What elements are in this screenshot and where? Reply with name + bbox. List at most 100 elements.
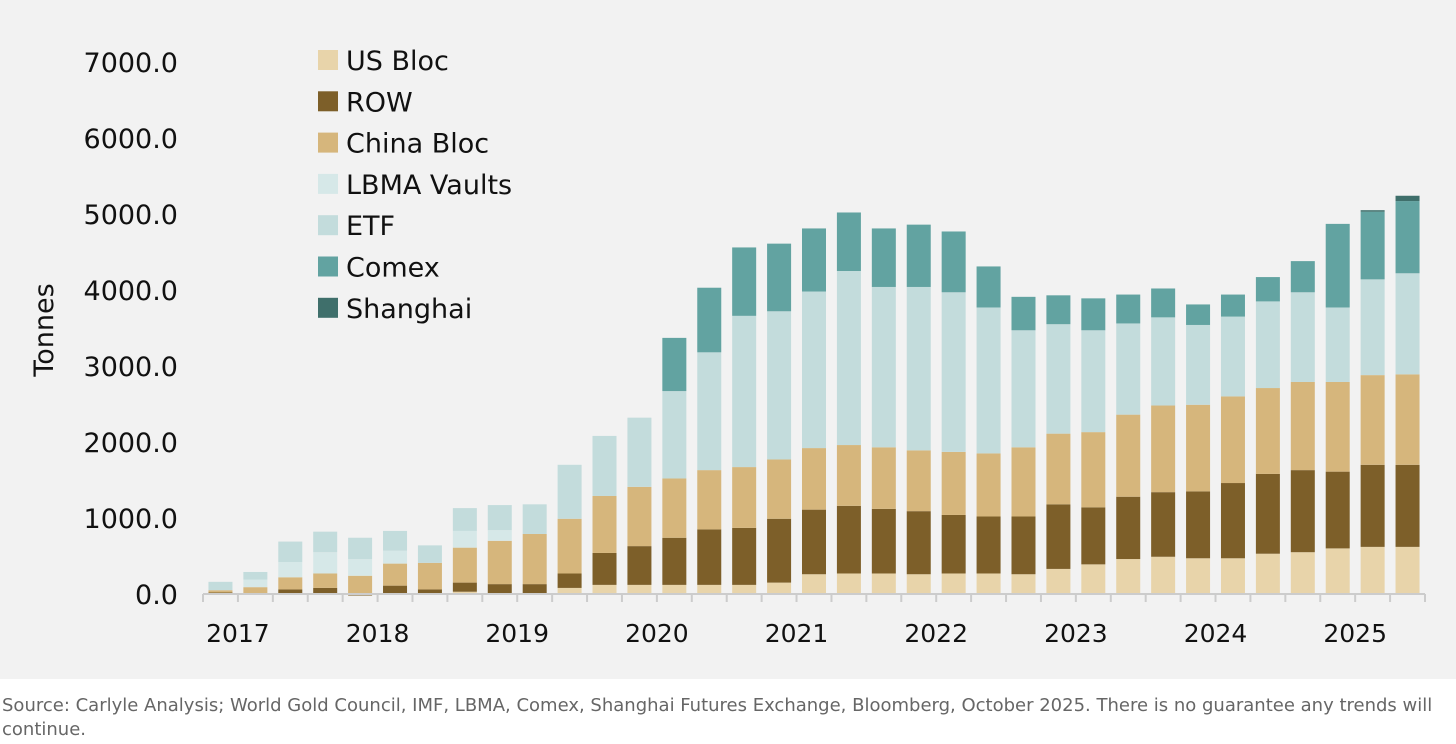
bar-segment-china-bloc (348, 575, 373, 594)
bar-segment-china-bloc (1011, 447, 1036, 517)
legend-label: ROW (346, 87, 413, 118)
bar-segment-lbma-vaults (452, 530, 477, 548)
bar-segment-comex (906, 224, 931, 287)
bar-segment-comex (1116, 294, 1141, 324)
bar-segment-lbma-vaults (313, 552, 338, 574)
bar-segment-etf (802, 291, 826, 449)
bar-segment-shanghai (1395, 195, 1420, 202)
bar-segment-lbma-vaults (383, 550, 408, 564)
bar-segment-comex (1325, 223, 1350, 308)
bar-segment-comex (1290, 261, 1315, 293)
bar-segment-comex (1360, 211, 1385, 280)
source-note: Source: Carlyle Analysis; World Gold Cou… (2, 695, 1433, 740)
bar-segment-china-bloc (1081, 432, 1106, 508)
bar-segment-china-bloc (941, 451, 966, 515)
y-tick-label: 5000.0 (84, 200, 178, 231)
bar-segment-etf (697, 352, 722, 471)
bar-segment-row (592, 552, 617, 585)
bar-segment-us-bloc (1011, 574, 1036, 594)
bar-segment-shanghai (1360, 210, 1385, 212)
x-tick-label: 2025 (1323, 619, 1387, 648)
y-tick-label: 7000.0 (84, 48, 178, 79)
bar-segment-china-bloc (278, 577, 303, 590)
bar-segment-us-bloc (836, 573, 861, 594)
bar-segment-us-bloc (941, 573, 966, 594)
bar-segment-comex (871, 228, 896, 287)
bar-segment-comex (662, 337, 687, 392)
bar-segment-china-bloc (417, 562, 442, 590)
bar-segment-comex (1046, 295, 1071, 325)
bar-segment-etf (452, 508, 477, 531)
bar-segment-etf (1325, 307, 1350, 382)
bar-segment-etf (243, 571, 268, 580)
y-axis-ticks: 0.0 1000.0 2000.0 3000.0 4000.0 5000.0 6000.0 7… (84, 48, 178, 611)
legend-swatch (318, 91, 338, 112)
bar-segment-row (557, 573, 582, 588)
bar-segment-china-bloc (1186, 404, 1211, 492)
bar-segment-us-bloc (697, 584, 722, 594)
legend-swatch (318, 173, 338, 194)
bar-segment-us-bloc (1186, 558, 1211, 594)
bar-segment-china-bloc (1255, 388, 1280, 474)
legend-swatch (318, 50, 338, 70)
bar-segment-us-bloc (557, 587, 582, 594)
bar-segment-etf (1360, 279, 1385, 376)
bar-segment-etf (1081, 330, 1106, 433)
bar-segment-etf (1395, 273, 1420, 375)
bar-segment-row (627, 546, 652, 585)
legend-swatch (318, 297, 338, 318)
bar-segment-row (976, 516, 1001, 574)
x-tick-label: 2023 (1044, 619, 1108, 648)
bar-segment-row (697, 529, 722, 585)
bar-segment-us-bloc (627, 584, 652, 594)
bar-segment-china-bloc (557, 518, 582, 574)
bar-segment-china-bloc (697, 470, 722, 530)
bar-segment-etf (941, 292, 966, 452)
bar-segment-row (767, 518, 792, 583)
bar-segment-row (906, 511, 931, 575)
bar-segment-comex (836, 212, 861, 271)
bar-segment-row (1220, 483, 1245, 559)
bar-segment-us-bloc (1325, 548, 1350, 594)
bar-segment-etf (557, 464, 582, 519)
bar-segment-etf (1011, 330, 1036, 448)
bar-segment-china-bloc (452, 547, 477, 583)
bar-segment-etf (1151, 317, 1176, 406)
bar-segment-etf (208, 581, 233, 591)
x-tick-label: 2024 (1184, 619, 1248, 648)
bar-segment-etf (976, 307, 1001, 454)
bar-segment-etf (1290, 292, 1315, 382)
y-tick-label: 2000.0 (84, 428, 178, 459)
bar-segment-etf (732, 315, 757, 468)
y-tick-label: 3000.0 (84, 352, 178, 383)
bar-segment-row (941, 514, 966, 574)
bar-segment-row (732, 527, 757, 585)
bar-segment-row (1395, 464, 1420, 547)
bar-segment-china-bloc (1360, 375, 1385, 465)
bar-segment-china-bloc (1220, 396, 1245, 484)
bar-segment-row (1081, 507, 1106, 565)
legend-label: Shanghai (346, 294, 472, 325)
bar-segment-comex (732, 247, 757, 316)
bar-segment-china-bloc (313, 573, 338, 588)
legend-label: ETF (346, 211, 395, 242)
bar-segment-lbma-vaults (243, 579, 268, 588)
bar-segment-china-bloc (976, 453, 1001, 517)
bar-segment-etf (627, 417, 652, 487)
bar-segment-row (208, 592, 233, 594)
bar-segment-row (871, 508, 896, 574)
bar-segment-comex (1395, 201, 1420, 274)
bar-segment-us-bloc (906, 574, 931, 594)
bar-segment-us-bloc (976, 573, 1001, 594)
bar-segment-row (383, 585, 408, 594)
bar-segment-china-bloc (592, 495, 617, 553)
y-axis-title: Tonnes (29, 283, 60, 377)
bar-segment-lbma-vaults (278, 562, 303, 578)
legend-swatch (318, 215, 338, 236)
legend-label: US Bloc (346, 46, 449, 77)
legend-label: Comex (346, 253, 440, 284)
bar-segment-row (1255, 473, 1280, 554)
bar-segment-china-bloc (1395, 374, 1420, 465)
y-tick-label: 0.0 (135, 580, 178, 611)
bar-segment-us-bloc (1151, 556, 1176, 594)
